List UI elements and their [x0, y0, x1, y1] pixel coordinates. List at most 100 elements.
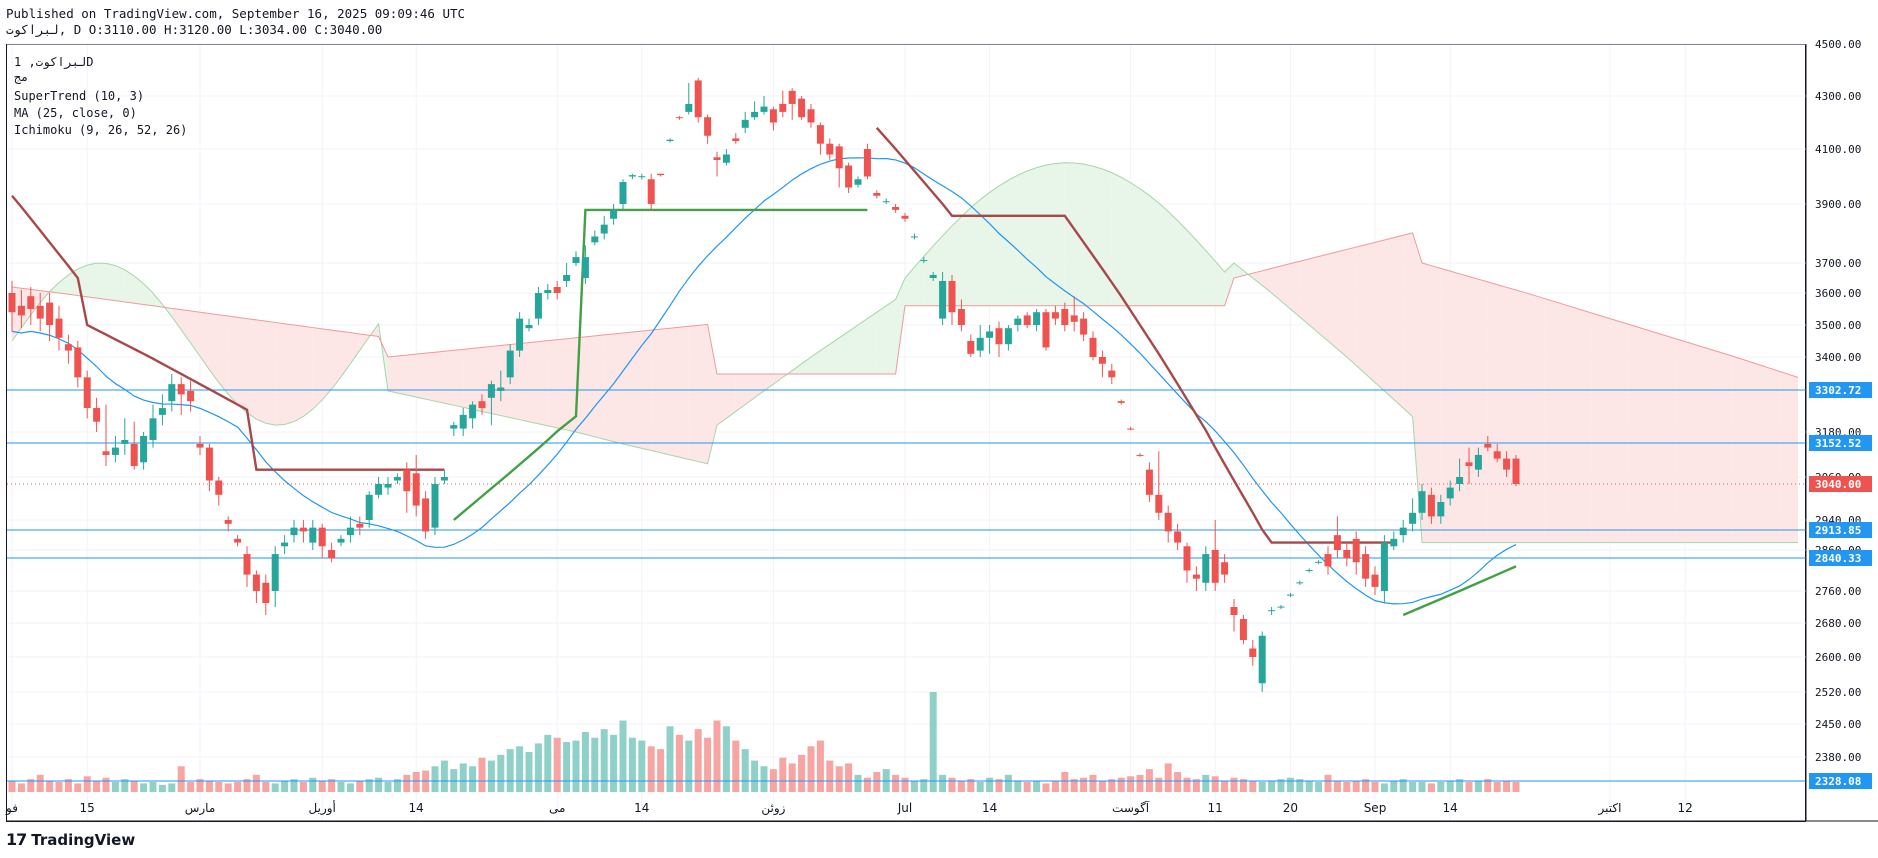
candle-body[interactable] — [309, 527, 317, 543]
candle-body[interactable] — [1098, 357, 1106, 364]
candle-body[interactable] — [854, 179, 862, 185]
candle-body[interactable] — [657, 173, 665, 176]
candle-body[interactable] — [459, 414, 467, 429]
candle-body[interactable] — [1202, 554, 1210, 583]
tradingview-brand[interactable]: 17 TradingView — [6, 830, 135, 849]
candle-body[interactable] — [722, 154, 730, 163]
candle-body[interactable] — [807, 109, 815, 123]
candle-body[interactable] — [1352, 538, 1360, 563]
candle-body[interactable] — [1446, 487, 1454, 499]
candle-body[interactable] — [17, 305, 25, 316]
candle-body[interactable] — [83, 377, 91, 409]
candle-body[interactable] — [318, 527, 326, 547]
candle-body[interactable] — [694, 80, 702, 118]
candle-body[interactable] — [234, 538, 242, 543]
candle-body[interactable] — [845, 165, 853, 188]
candle-body[interactable] — [393, 477, 401, 481]
candle-body[interactable] — [1418, 491, 1426, 513]
candle-body[interactable] — [610, 209, 618, 219]
candle-body[interactable] — [685, 103, 693, 112]
candle-body[interactable] — [957, 309, 965, 325]
candle-body[interactable] — [1427, 494, 1435, 517]
candle-body[interactable] — [46, 302, 54, 325]
candle-body[interactable] — [713, 157, 721, 160]
candle-body[interactable] — [760, 106, 768, 112]
candle-body[interactable] — [619, 182, 627, 204]
candle-body[interactable] — [121, 440, 129, 444]
candle-body[interactable] — [1145, 469, 1153, 495]
candle-body[interactable] — [55, 318, 63, 338]
candle-body[interactable] — [478, 401, 486, 409]
candle-body[interactable] — [1051, 312, 1059, 319]
candle-body[interactable] — [299, 527, 307, 532]
candle-body[interactable] — [704, 117, 712, 136]
candle-body[interactable] — [1230, 607, 1238, 615]
candle-body[interactable] — [1324, 554, 1332, 567]
candle-body[interactable] — [281, 542, 289, 547]
candle-body[interactable] — [525, 325, 533, 329]
candle-body[interactable] — [196, 443, 204, 448]
candle-body[interactable] — [1211, 550, 1219, 583]
candle-body[interactable] — [591, 236, 599, 243]
candle-body[interactable] — [1192, 574, 1200, 579]
candle-body[interactable] — [431, 484, 439, 528]
candle-body[interactable] — [1484, 443, 1492, 448]
candle-body[interactable] — [158, 408, 166, 415]
candle-body[interactable] — [732, 138, 740, 142]
candle-body[interactable] — [422, 498, 430, 532]
candle-body[interactable] — [910, 236, 918, 238]
candle-body[interactable] — [440, 477, 448, 481]
candle-body[interactable] — [375, 484, 383, 495]
candle-body[interactable] — [1409, 512, 1417, 524]
candle-body[interactable] — [948, 281, 956, 313]
candle-body[interactable] — [901, 215, 909, 219]
candle-body[interactable] — [1080, 318, 1088, 335]
candle-body[interactable] — [1042, 312, 1050, 348]
candle-body[interactable] — [788, 90, 796, 104]
candle-body[interactable] — [168, 384, 176, 402]
candle-body[interactable] — [290, 527, 298, 536]
candle-body[interactable] — [798, 98, 806, 118]
candle-body[interactable] — [1033, 312, 1041, 325]
candle-body[interactable] — [1136, 454, 1144, 456]
candle-body[interactable] — [534, 293, 542, 319]
candle-body[interactable] — [1399, 527, 1407, 536]
candle-body[interactable] — [572, 257, 580, 263]
candle-body[interactable] — [779, 103, 787, 112]
candle-body[interactable] — [600, 224, 608, 234]
candle-body[interactable] — [252, 574, 260, 591]
candle-body[interactable] — [271, 554, 279, 591]
candle-body[interactable] — [1070, 315, 1078, 322]
candle-body[interactable] — [8, 293, 16, 313]
candle-body[interactable] — [826, 143, 834, 155]
candle-body[interactable] — [356, 523, 364, 528]
candle-body[interactable] — [929, 275, 937, 278]
candle-body[interactable] — [469, 404, 477, 419]
candle-body[interactable] — [666, 139, 674, 142]
candle-body[interactable] — [769, 109, 777, 123]
candle-body[interactable] — [1343, 550, 1351, 559]
candle-body[interactable] — [102, 451, 110, 455]
candle-body[interactable] — [1258, 635, 1266, 684]
candle-body[interactable] — [1503, 458, 1511, 470]
candle-body[interactable] — [1456, 477, 1464, 484]
candle-body[interactable] — [516, 318, 524, 351]
candle-body[interactable] — [563, 275, 571, 281]
candle-body[interactable] — [346, 527, 354, 536]
candle-body[interactable] — [1286, 594, 1294, 596]
candle-body[interactable] — [675, 117, 683, 119]
candle-body[interactable] — [412, 473, 420, 506]
candle-body[interactable] — [384, 484, 392, 488]
candle-body[interactable] — [873, 193, 881, 196]
candle-body[interactable] — [882, 201, 890, 203]
candle-body[interactable] — [553, 287, 561, 293]
candle-body[interactable] — [939, 281, 947, 319]
candle-body[interactable] — [450, 425, 458, 429]
candle-body[interactable] — [995, 328, 1003, 345]
candle-body[interactable] — [243, 554, 251, 575]
candle-body[interactable] — [36, 305, 44, 319]
candle-body[interactable] — [224, 520, 232, 524]
candle-body[interactable] — [1061, 309, 1069, 325]
candle-body[interactable] — [892, 206, 900, 210]
